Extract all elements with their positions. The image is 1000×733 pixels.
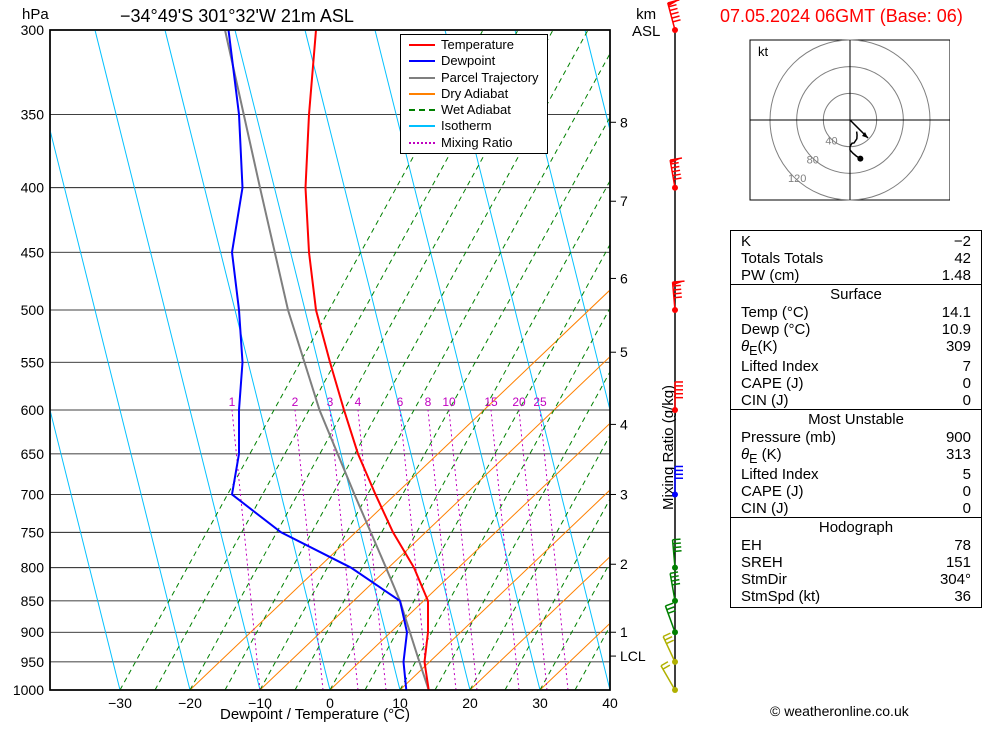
legend-item: Dewpoint [409,53,539,69]
svg-text:20: 20 [462,695,478,711]
chart-legend: TemperatureDewpointParcel TrajectoryDry … [400,34,548,154]
svg-text:2: 2 [292,395,299,409]
location-title: −34°49'S 301°32'W 21m ASL [120,6,354,27]
table-row: Lifted Index7 [731,358,981,375]
svg-text:1: 1 [229,395,236,409]
skewt-chart: 1234681015202510009509008508007507006506… [0,0,700,733]
table-row: Temp (°C)14.1 [731,304,981,321]
legend-item: Mixing Ratio [409,135,539,151]
svg-text:900: 900 [21,624,45,640]
svg-text:5: 5 [620,344,628,360]
table-row: Lifted Index5 [731,466,981,483]
table-row: θE (K)313 [731,446,981,466]
svg-text:800: 800 [21,560,45,576]
svg-text:500: 500 [21,302,45,318]
svg-text:600: 600 [21,402,45,418]
svg-text:15: 15 [484,395,498,409]
table-row: θE(K)309 [731,338,981,358]
legend-item: Wet Adiabat [409,102,539,118]
svg-text:−20: −20 [178,695,202,711]
table-row: SREH151 [731,554,981,571]
legend-item: Dry Adiabat [409,86,539,102]
section-title: Most Unstable [731,409,981,429]
svg-text:4: 4 [355,395,362,409]
table-row: EH78 [731,537,981,554]
svg-text:6: 6 [397,395,404,409]
svg-text:350: 350 [21,107,45,123]
table-row: CIN (J)0 [731,500,981,517]
svg-text:25: 25 [533,395,547,409]
table-row: Totals Totals42 [731,250,981,267]
svg-text:30: 30 [532,695,548,711]
svg-text:950: 950 [21,654,45,670]
svg-text:700: 700 [21,486,45,502]
svg-text:3: 3 [620,486,628,502]
indices-table: K−2Totals Totals42PW (cm)1.48SurfaceTemp… [730,230,982,608]
table-row: Dewp (°C)10.9 [731,321,981,338]
legend-item: Temperature [409,37,539,53]
legend-item: Isotherm [409,118,539,134]
svg-text:120: 120 [788,173,806,185]
svg-text:550: 550 [21,354,45,370]
section-title: Hodograph [731,517,981,537]
svg-text:LCL: LCL [620,648,646,664]
svg-text:3: 3 [327,395,334,409]
svg-text:20: 20 [512,395,526,409]
svg-text:400: 400 [21,180,45,196]
svg-text:850: 850 [21,593,45,609]
svg-text:1000: 1000 [13,682,44,698]
svg-text:4: 4 [620,416,628,432]
y-axis-left-label: hPa [22,6,49,23]
svg-text:−30: −30 [108,695,132,711]
x-axis-label: Dewpoint / Temperature (°C) [220,706,410,723]
table-row: Pressure (mb)900 [731,429,981,446]
svg-text:1: 1 [620,624,628,640]
wind-barb-column [650,0,720,733]
table-row: CAPE (J)0 [731,375,981,392]
date-title: 07.05.2024 06GMT (Base: 06) [720,6,963,27]
svg-text:40: 40 [825,136,837,148]
table-row: CAPE (J)0 [731,483,981,500]
table-row: CIN (J)0 [731,392,981,409]
table-row: StmSpd (kt)36 [731,588,981,605]
svg-text:2: 2 [620,556,628,572]
svg-text:7: 7 [620,193,628,209]
svg-text:kt: kt [758,44,769,59]
table-row: K−2 [731,233,981,250]
svg-text:450: 450 [21,244,45,260]
table-row: StmDir304° [731,571,981,588]
svg-text:650: 650 [21,446,45,462]
svg-text:750: 750 [21,524,45,540]
svg-text:10: 10 [442,395,456,409]
legend-item: Parcel Trajectory [409,70,539,86]
copyright-text: © weatheronline.co.uk [770,703,909,719]
svg-text:300: 300 [21,22,45,38]
section-title: Surface [731,284,981,304]
svg-text:6: 6 [620,270,628,286]
svg-text:80: 80 [807,154,819,166]
svg-text:40: 40 [602,695,618,711]
svg-text:8: 8 [425,395,432,409]
hodograph-chart: kt 40 80120 [720,30,950,230]
svg-text:8: 8 [620,114,628,130]
table-row: PW (cm)1.48 [731,267,981,284]
